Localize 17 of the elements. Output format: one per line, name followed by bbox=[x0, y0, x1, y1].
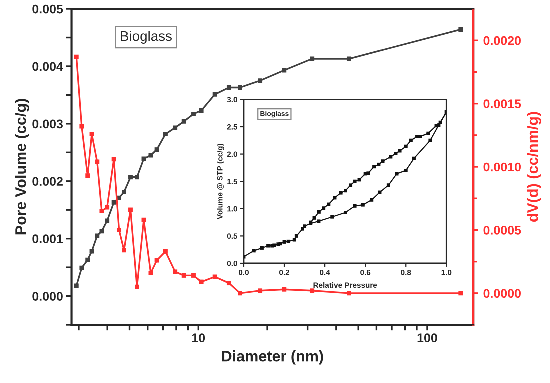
x-axis-title: Diameter (nm) bbox=[222, 350, 324, 365]
y-tick-label: 0.005 bbox=[32, 4, 64, 14]
y-tick-label: 0.001 bbox=[32, 234, 64, 244]
y-tick-label: 0.004 bbox=[32, 62, 64, 72]
x-tick-label: 10 bbox=[192, 334, 206, 343]
y2-tick-label: 0.0000 bbox=[484, 289, 521, 298]
y-tick-label: 0.003 bbox=[32, 120, 63, 129]
y-tick-label: 0.002 bbox=[32, 177, 63, 186]
y2-tick-label: 0.0010 bbox=[484, 162, 521, 172]
y-tick-label: 0.000 bbox=[32, 292, 63, 301]
y2-tick-label: 0.0015 bbox=[484, 100, 522, 108]
y2-tick-label: 0.0005 bbox=[484, 226, 522, 235]
annotation: Bioglass bbox=[121, 31, 172, 44]
x-tick-label: 100 bbox=[418, 334, 438, 343]
y-axis-title: Pore Volume (cc/g) bbox=[15, 99, 30, 235]
y2-axis-title: dV(d) (cc/nm/g) bbox=[527, 112, 542, 222]
y2-tick-label: 0.0020 bbox=[484, 36, 521, 46]
